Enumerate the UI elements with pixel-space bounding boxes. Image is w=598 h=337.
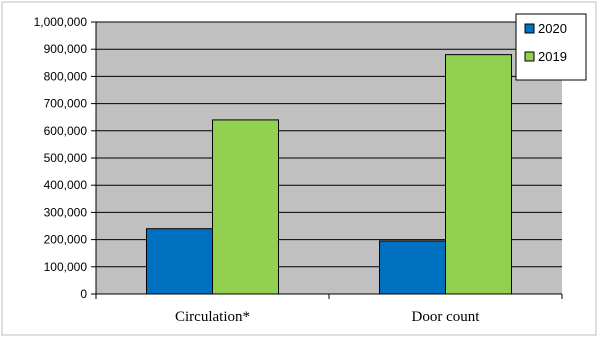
- x-tick-label: Door count: [412, 309, 481, 325]
- legend: 2020 2019: [515, 13, 587, 81]
- y-tick-label: 700,000: [44, 97, 88, 111]
- y-tick-label: 900,000: [44, 42, 88, 56]
- x-tick-label: Circulation*: [175, 309, 250, 325]
- legend-label-2019: 2019: [538, 49, 567, 64]
- y-tick-label: 600,000: [44, 124, 88, 138]
- y-tick-label: 300,000: [44, 205, 88, 219]
- bar-2020-Door count: [379, 240, 446, 295]
- y-tick-label: 200,000: [44, 233, 88, 247]
- bar-2019-Door count: [445, 54, 512, 295]
- y-tick-label: 0: [80, 287, 87, 301]
- legend-swatch-2020: [524, 23, 535, 34]
- y-tick-label: 800,000: [44, 69, 88, 83]
- y-tick-label: 100,000: [44, 260, 88, 274]
- x-axis: Circulation* Door count: [95, 293, 563, 325]
- y-tick-label: 500,000: [44, 151, 88, 165]
- bar-2020-Circulation*: [146, 228, 213, 295]
- bar-2019-Circulation*: [212, 119, 279, 295]
- y-axis: 0 100,000 200,000 300,000 400,000 500,000 600,…: [34, 15, 97, 301]
- legend-swatch-2019: [524, 51, 535, 62]
- y-tick-label: 400,000: [44, 178, 88, 192]
- y-tick-label: 1,000,000: [34, 15, 88, 29]
- bars: [146, 54, 512, 295]
- legend-label-2020: 2020: [538, 21, 567, 36]
